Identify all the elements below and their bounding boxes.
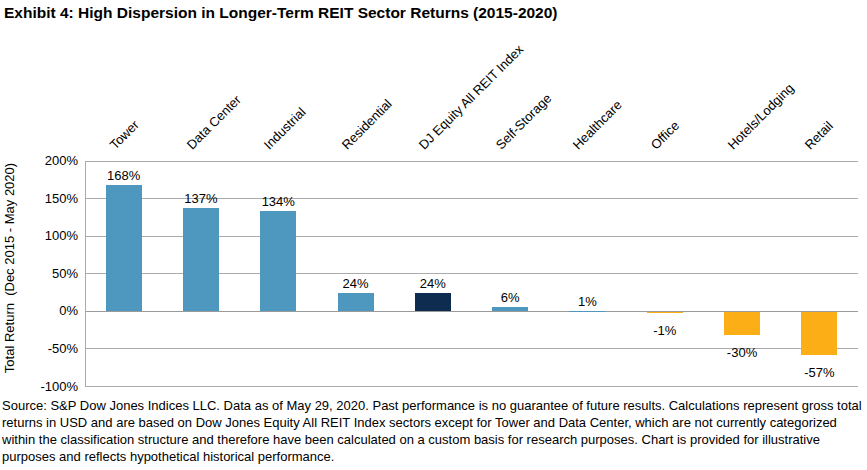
category-label: Residential bbox=[338, 96, 395, 153]
bar bbox=[492, 307, 528, 312]
category-label: Hotels/Lodging bbox=[725, 80, 798, 153]
y-tick-label: 0% bbox=[0, 303, 78, 319]
bar-value-label: -57% bbox=[789, 365, 849, 380]
y-tick-label: -100% bbox=[0, 379, 78, 395]
y-tick-label: 50% bbox=[0, 266, 78, 282]
gridline bbox=[85, 386, 858, 387]
bar-value-label: 168% bbox=[94, 168, 154, 183]
gridline bbox=[85, 161, 858, 162]
category-label: Office bbox=[647, 118, 682, 153]
y-axis-line bbox=[85, 161, 86, 387]
y-tick-label: 100% bbox=[0, 228, 78, 244]
y-tick-label: 150% bbox=[0, 191, 78, 207]
bar bbox=[183, 208, 219, 311]
category-label: Data Center bbox=[184, 92, 245, 153]
y-tick-label: -50% bbox=[0, 341, 78, 357]
bar bbox=[647, 312, 683, 313]
category-label: Industrial bbox=[261, 104, 310, 153]
bar-value-label: 24% bbox=[326, 276, 386, 291]
y-tick-label: 200% bbox=[0, 153, 78, 169]
bar bbox=[338, 293, 374, 311]
bar-value-label: 1% bbox=[557, 294, 617, 309]
bar-value-label: 134% bbox=[248, 194, 308, 209]
bar bbox=[415, 293, 451, 311]
source-note: Source: S&P Dow Jones Indices LLC. Data … bbox=[2, 398, 866, 466]
category-label: Tower bbox=[106, 117, 142, 153]
bar-value-label: -1% bbox=[635, 323, 695, 338]
bar-value-label: -30% bbox=[712, 345, 772, 360]
chart-title: Exhibit 4: High Dispersion in Longer-Ter… bbox=[4, 4, 558, 22]
bar-value-label: 6% bbox=[480, 290, 540, 305]
bar bbox=[724, 312, 760, 335]
bar bbox=[260, 211, 296, 312]
bar bbox=[569, 311, 605, 312]
bar bbox=[106, 185, 142, 311]
category-label: Healthcare bbox=[570, 97, 626, 153]
category-label: Self-Storage bbox=[493, 91, 555, 153]
reit-returns-chart: Exhibit 4: High Dispersion in Longer-Ter… bbox=[0, 0, 867, 470]
category-label: Retail bbox=[802, 118, 837, 153]
bar-value-label: 24% bbox=[403, 276, 463, 291]
bar-value-label: 137% bbox=[171, 191, 231, 206]
bar bbox=[801, 312, 837, 355]
